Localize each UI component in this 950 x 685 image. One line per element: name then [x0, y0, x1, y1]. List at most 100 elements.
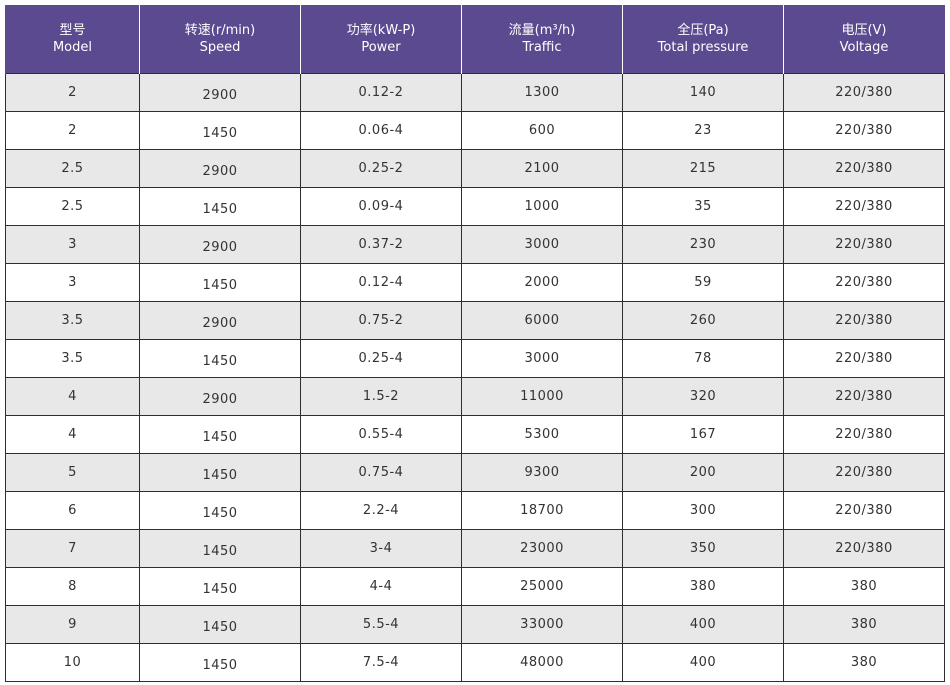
cell-model: 2.5	[5, 149, 140, 188]
cell-voltage: 380	[783, 643, 945, 682]
table-row: 2 1450 0.06-4 600 23 220/380	[5, 111, 945, 150]
cell-power: 7.5-4	[300, 643, 462, 682]
cell-speed: 2900	[139, 149, 301, 188]
cell-power: 0.37-2	[300, 225, 462, 264]
cell-voltage: 380	[783, 605, 945, 644]
cell-traffic: 2000	[461, 263, 623, 302]
header-speed-cn: 转速(r/min)	[184, 23, 256, 38]
table-row: 8 1450 4-4 25000 380 380	[5, 567, 945, 606]
cell-speed: 1450	[139, 529, 301, 568]
header-speed: 转速(r/min) Speed	[139, 5, 301, 74]
cell-voltage: 220/380	[783, 149, 945, 188]
cell-total-pressure: 400	[622, 605, 784, 644]
cell-voltage: 220/380	[783, 111, 945, 150]
cell-speed: 1450	[139, 491, 301, 530]
cell-power: 0.06-4	[300, 111, 462, 150]
table-row: 9 1450 5.5-4 33000 400 380	[5, 605, 945, 644]
cell-power: 0.75-4	[300, 453, 462, 492]
cell-model: 5	[5, 453, 140, 492]
cell-traffic: 23000	[461, 529, 623, 568]
header-voltage: 电压(V) Voltage	[783, 5, 945, 74]
cell-total-pressure: 320	[622, 377, 784, 416]
cell-speed: 2900	[139, 73, 301, 112]
header-model-cn: 型号	[59, 23, 86, 38]
header-power-en: Power	[361, 40, 401, 55]
header-power: 功率(kW-P) Power	[300, 5, 462, 74]
table-row: 3.5 2900 0.75-2 6000 260 220/380	[5, 301, 945, 340]
cell-total-pressure: 230	[622, 225, 784, 264]
table-row: 2.5 1450 0.09-4 1000 35 220/380	[5, 187, 945, 226]
header-traffic-en: Traffic	[522, 40, 562, 55]
cell-speed: 2900	[139, 225, 301, 264]
cell-traffic: 48000	[461, 643, 623, 682]
table-row: 6 1450 2.2-4 18700 300 220/380	[5, 491, 945, 530]
cell-power: 2.2-4	[300, 491, 462, 530]
cell-total-pressure: 200	[622, 453, 784, 492]
cell-speed: 1450	[139, 263, 301, 302]
cell-voltage: 220/380	[783, 491, 945, 530]
cell-model: 7	[5, 529, 140, 568]
cell-speed: 1450	[139, 605, 301, 644]
cell-model: 10	[5, 643, 140, 682]
cell-total-pressure: 350	[622, 529, 784, 568]
cell-traffic: 600	[461, 111, 623, 150]
cell-voltage: 220/380	[783, 263, 945, 302]
cell-traffic: 18700	[461, 491, 623, 530]
cell-voltage: 220/380	[783, 529, 945, 568]
cell-power: 0.12-2	[300, 73, 462, 112]
cell-model: 4	[5, 415, 140, 454]
cell-speed: 1450	[139, 567, 301, 606]
cell-traffic: 2100	[461, 149, 623, 188]
table-row: 4 1450 0.55-4 5300 167 220/380	[5, 415, 945, 454]
cell-traffic: 3000	[461, 339, 623, 378]
cell-model: 9	[5, 605, 140, 644]
header-voltage-en: Voltage	[839, 40, 889, 55]
cell-voltage: 220/380	[783, 415, 945, 454]
header-speed-en: Speed	[199, 40, 241, 55]
header-total-pressure: 全压(Pa) Total pressure	[622, 5, 784, 74]
table-body: 2 2900 0.12-2 1300 140 220/380 2 1450 0.…	[5, 73, 945, 682]
cell-voltage: 220/380	[783, 225, 945, 264]
cell-model: 8	[5, 567, 140, 606]
cell-traffic: 11000	[461, 377, 623, 416]
cell-speed: 1450	[139, 111, 301, 150]
cell-speed: 1450	[139, 643, 301, 682]
table-row: 3 1450 0.12-4 2000 59 220/380	[5, 263, 945, 302]
cell-voltage: 220/380	[783, 377, 945, 416]
header-model-en: Model	[52, 40, 93, 55]
cell-traffic: 9300	[461, 453, 623, 492]
table-row: 2 2900 0.12-2 1300 140 220/380	[5, 73, 945, 112]
cell-model: 3.5	[5, 339, 140, 378]
cell-voltage: 220/380	[783, 301, 945, 340]
header-row: 型号 Model 转速(r/min) Speed 功率(kW-P) Power …	[5, 5, 945, 74]
fan-spec-table: 型号 Model 转速(r/min) Speed 功率(kW-P) Power …	[5, 5, 945, 682]
cell-model: 6	[5, 491, 140, 530]
cell-total-pressure: 380	[622, 567, 784, 606]
cell-total-pressure: 167	[622, 415, 784, 454]
cell-traffic: 1300	[461, 73, 623, 112]
cell-traffic: 33000	[461, 605, 623, 644]
cell-traffic: 25000	[461, 567, 623, 606]
header-total-pressure-en: Total pressure	[657, 40, 749, 55]
cell-power: 0.25-4	[300, 339, 462, 378]
cell-power: 3-4	[300, 529, 462, 568]
cell-voltage: 220/380	[783, 339, 945, 378]
cell-speed: 1450	[139, 453, 301, 492]
header-traffic-cn: 流量(m³/h)	[508, 23, 576, 38]
header-traffic: 流量(m³/h) Traffic	[461, 5, 623, 74]
cell-power: 0.25-2	[300, 149, 462, 188]
cell-voltage: 220/380	[783, 73, 945, 112]
cell-traffic: 5300	[461, 415, 623, 454]
cell-speed: 1450	[139, 415, 301, 454]
cell-power: 5.5-4	[300, 605, 462, 644]
cell-total-pressure: 215	[622, 149, 784, 188]
cell-speed: 1450	[139, 187, 301, 226]
table-row: 3.5 1450 0.25-4 3000 78 220/380	[5, 339, 945, 378]
cell-power: 0.75-2	[300, 301, 462, 340]
table-row: 3 2900 0.37-2 3000 230 220/380	[5, 225, 945, 264]
cell-traffic: 3000	[461, 225, 623, 264]
cell-power: 0.12-4	[300, 263, 462, 302]
table-row: 5 1450 0.75-4 9300 200 220/380	[5, 453, 945, 492]
cell-model: 2	[5, 73, 140, 112]
cell-total-pressure: 59	[622, 263, 784, 302]
